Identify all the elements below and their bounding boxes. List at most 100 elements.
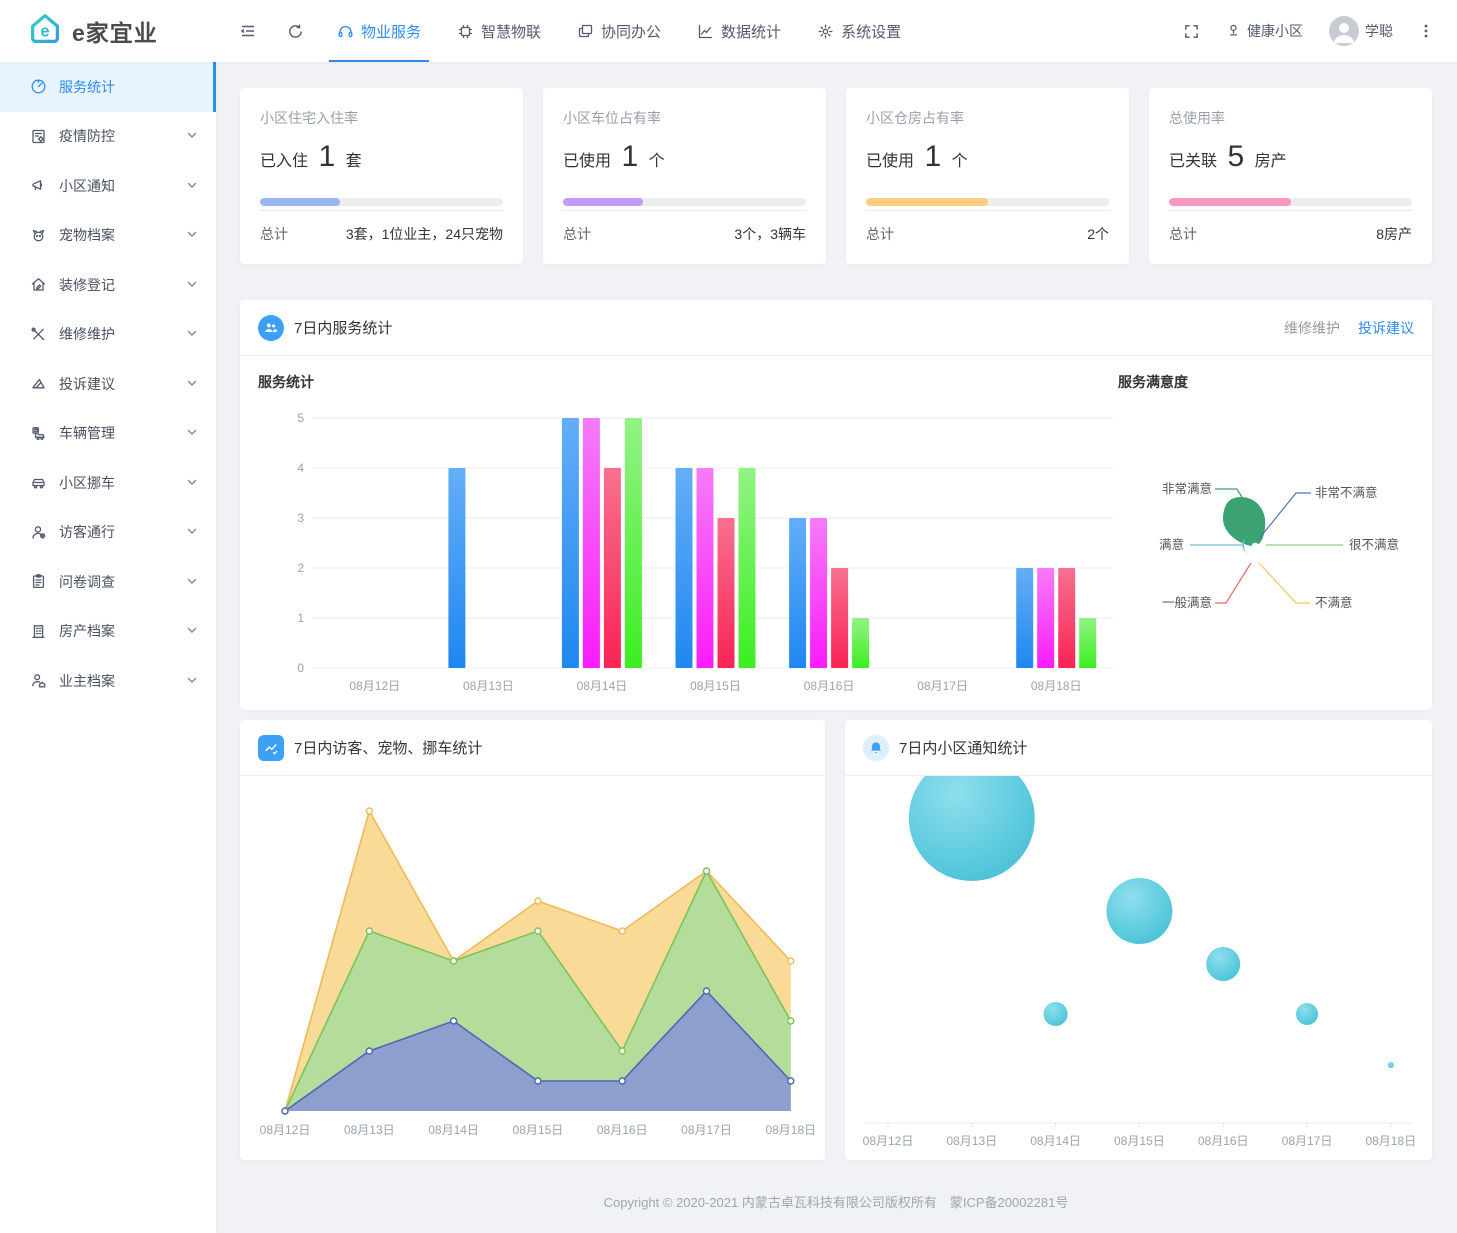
people-icon xyxy=(258,314,284,341)
sidebar-item-label: 小区挪车 xyxy=(59,474,115,491)
sidebar-item-notice[interactable]: 小区通知 xyxy=(0,161,216,211)
visits-area-chart: 08月12日 08月13日 08月14日 08月15日 08月16日 08月17日 08月1… xyxy=(240,776,825,1160)
sidebar-item-survey[interactable]: 问卷调查 xyxy=(0,557,216,607)
stat-card-total-label: 总计 xyxy=(260,226,288,242)
bar-blue-08月15日 xyxy=(675,468,693,668)
stats-icon xyxy=(697,23,714,40)
svg-text:08月16日: 08月16日 xyxy=(804,679,855,693)
nav-item-headset[interactable]: 物业服务 xyxy=(321,0,437,62)
sidebar-item-label: 疫情防控 xyxy=(59,128,115,145)
svg-text:08月12日: 08月12日 xyxy=(260,1123,311,1137)
refresh-icon[interactable] xyxy=(274,0,317,62)
sidebar-item-label: 小区通知 xyxy=(59,177,115,194)
sidebar-item-owner[interactable]: 业主档案 xyxy=(0,656,216,706)
sidebar-item-label: 投诉建议 xyxy=(59,375,115,392)
sidebar-item-dashboard[interactable]: 服务统计 xyxy=(0,62,216,112)
sidebar-item-property[interactable]: 房产档案 xyxy=(0,607,216,657)
chevron-down-icon xyxy=(186,623,198,639)
nav-item-settings[interactable]: 系统设置 xyxy=(801,0,917,62)
stat-card-total-value: 8房产 xyxy=(1376,226,1412,242)
sidebar-item-label: 问卷调查 xyxy=(59,573,115,590)
trend-check-icon xyxy=(258,734,284,761)
stat-card-progress xyxy=(866,198,1109,206)
sidebar-item-renovation[interactable]: 装修登记 xyxy=(0,260,216,310)
bar-magenta-08月15日 xyxy=(696,468,714,668)
bar-green-08月14日 xyxy=(624,418,642,668)
stat-card-value: 已使用 1 个 xyxy=(563,140,665,173)
stat-card-total-label: 总计 xyxy=(563,226,591,242)
service-stats-panel: 7日内服务统计 维修维护 投诉建议 服务统计 0 1 2 3 4 5 08月12日 08月13… xyxy=(240,300,1432,710)
sidebar-item-label: 装修登记 xyxy=(59,276,115,293)
visits-panel-header: 7日内访客、宠物、挪车统计 xyxy=(240,720,825,776)
header-right: 健康小区 学聪 xyxy=(1173,0,1457,62)
top-nav: 物业服务 智慧物联 协同办公 数据统计 系统设置 xyxy=(216,0,917,62)
svg-text:08月18日: 08月18日 xyxy=(765,1123,816,1137)
kebab-menu-icon[interactable] xyxy=(1409,0,1443,62)
sidebar-item-visitor[interactable]: 访客通行 xyxy=(0,508,216,558)
nav-item-stats[interactable]: 数据统计 xyxy=(681,0,797,62)
bar-green-08月16日 xyxy=(852,618,870,668)
bubble-08月17日 xyxy=(1296,1003,1318,1025)
bar-green-08月18日 xyxy=(1079,618,1097,668)
bar-magenta-08月18日 xyxy=(1037,568,1055,668)
stat-card-title: 小区仓房占有率 xyxy=(866,110,964,126)
notices-bubble-chart: 08月12日 08月13日 08月14日 08月15日 08月16日 08月17日 08月1… xyxy=(845,755,1432,1160)
svg-text:08月17日: 08月17日 xyxy=(1282,1134,1333,1148)
settings-icon xyxy=(817,23,834,40)
sidebar-item-repair[interactable]: 维修维护 xyxy=(0,310,216,360)
bar-red-08月15日 xyxy=(717,518,735,668)
sidebar-item-label: 业主档案 xyxy=(59,672,115,689)
sidebar-item-vehicle[interactable]: 车辆管理 xyxy=(0,409,216,459)
stat-card-progress xyxy=(1169,198,1412,206)
stat-card-total-label: 总计 xyxy=(1169,226,1197,242)
bubble-08月15日 xyxy=(1106,878,1173,944)
bar-red-08月14日 xyxy=(603,468,621,668)
nav-item-label: 协同办公 xyxy=(601,23,662,41)
chevron-down-icon xyxy=(186,277,198,293)
community-selector[interactable]: 健康小区 xyxy=(1216,0,1313,62)
sidebar-item-pet[interactable]: 宠物档案 xyxy=(0,211,216,261)
svg-text:08月13日: 08月13日 xyxy=(463,679,514,693)
bar-blue-08月14日 xyxy=(561,418,579,668)
vehicle-icon xyxy=(30,425,47,442)
chevron-down-icon xyxy=(186,574,198,590)
bar-magenta-08月16日 xyxy=(810,518,828,668)
sidebar-item-epidemic[interactable]: 疫情防控 xyxy=(0,112,216,162)
svg-text:08月18日: 08月18日 xyxy=(1365,1134,1416,1148)
visits-panel-title: 7日内访客、宠物、挪车统计 xyxy=(294,740,483,757)
svg-text:5: 5 xyxy=(297,411,304,425)
complaint-icon xyxy=(30,375,47,392)
epidemic-icon xyxy=(30,128,47,145)
user-menu[interactable]: 学聪 xyxy=(1319,0,1403,62)
tab-complaint[interactable]: 投诉建议 xyxy=(1358,319,1414,336)
sidebar-item-label: 车辆管理 xyxy=(59,425,115,442)
fullscreen-icon[interactable] xyxy=(1173,0,1210,62)
stat-card-value: 已关联 5 房产 xyxy=(1169,140,1287,173)
svg-text:08月17日: 08月17日 xyxy=(681,1123,732,1137)
svg-text:08月17日: 08月17日 xyxy=(917,679,968,693)
svg-text:08月13日: 08月13日 xyxy=(344,1123,395,1137)
iot-icon xyxy=(457,23,474,40)
menu-fold-icon[interactable] xyxy=(226,0,270,62)
nav-item-iot[interactable]: 智慧物联 xyxy=(441,0,557,62)
nav-item-office[interactable]: 协同办公 xyxy=(561,0,677,62)
footer-copyright: Copyright © 2020-2021 内蒙古卓瓦科技有限公司版权所有 蒙I… xyxy=(603,1195,1069,1210)
stat-card-value: 已使用 1 个 xyxy=(866,140,968,173)
survey-icon xyxy=(30,573,47,590)
svg-text:08月12日: 08月12日 xyxy=(863,1134,914,1148)
chevron-down-icon xyxy=(186,326,198,342)
stat-card-total-value: 2个 xyxy=(1087,226,1109,242)
bottom-panels-row: 7日内访客、宠物、挪车统计 08月12日 08月13日 08月14日 08月15日 08… xyxy=(240,720,1432,1160)
sidebar-item-movecar[interactable]: 小区挪车 xyxy=(0,458,216,508)
service-panel-body: 服务统计 0 1 2 3 4 5 08月12日 08月13日 08月14日 08月15日 08月16… xyxy=(240,356,1432,703)
stat-card-1: 小区车位占有率 已使用 1 个 总计 3个，3辆车 xyxy=(543,88,826,264)
stat-card-progress xyxy=(563,198,806,206)
tab-repair[interactable]: 维修维护 xyxy=(1284,319,1340,336)
service-bar-section: 服务统计 0 1 2 3 4 5 08月12日 08月13日 08月14日 08月15日 08月16… xyxy=(258,370,1118,703)
slice-very-satisfied xyxy=(1222,496,1266,547)
stat-card-total-label: 总计 xyxy=(866,226,894,242)
sidebar-item-complaint[interactable]: 投诉建议 xyxy=(0,359,216,409)
pie-label-2: 满意 xyxy=(1159,537,1184,552)
bubble-08月13日 xyxy=(908,755,1035,881)
